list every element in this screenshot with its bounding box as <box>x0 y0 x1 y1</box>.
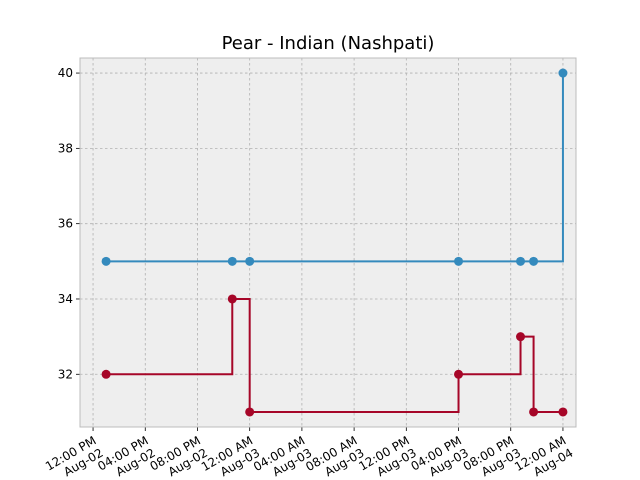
plot-border <box>79 57 577 428</box>
y-tick-label: 40 <box>58 66 73 80</box>
x-tick-label: 08:00 AMAug-03 <box>303 433 366 480</box>
data-point <box>454 369 464 379</box>
x-tick-label: 12:00 AMAug-04 <box>512 433 575 480</box>
x-tick-label: 08:00 PMAug-02 <box>147 433 209 480</box>
x-tick-label: 08:00 PMAug-03 <box>461 433 523 480</box>
y-tick-label: 36 <box>58 217 73 231</box>
x-tick-label: 04:00 AMAug-03 <box>251 433 314 480</box>
series-1 <box>101 294 568 417</box>
series-layer <box>101 68 568 417</box>
series-0 <box>101 68 568 266</box>
data-point <box>245 407 255 417</box>
data-point <box>558 407 568 417</box>
data-point <box>227 256 237 266</box>
data-point <box>529 256 539 266</box>
y-tick-label: 32 <box>58 367 73 381</box>
data-point <box>245 256 255 266</box>
data-point <box>558 68 568 78</box>
x-tick-label: 12:00 PMAug-03 <box>356 433 418 480</box>
x-tick-label: 04:00 PMAug-03 <box>409 433 471 480</box>
x-tick-label: 12:00 AMAug-03 <box>199 433 262 480</box>
x-tick-label: 04:00 PMAug-02 <box>95 433 157 480</box>
x-tick-label: 12:00 PMAug-02 <box>43 433 105 480</box>
data-point <box>227 294 237 304</box>
y-tick-label: 34 <box>58 292 73 306</box>
data-point <box>529 407 539 417</box>
series-line <box>106 297 563 413</box>
data-point <box>101 369 111 379</box>
data-point <box>454 256 464 266</box>
chart-title: Pear - Indian (Nashpati) <box>222 33 435 54</box>
data-point <box>516 332 526 342</box>
data-point <box>101 256 111 266</box>
data-point <box>516 256 526 266</box>
plot-area <box>80 58 576 427</box>
y-tick-label: 38 <box>58 141 73 155</box>
